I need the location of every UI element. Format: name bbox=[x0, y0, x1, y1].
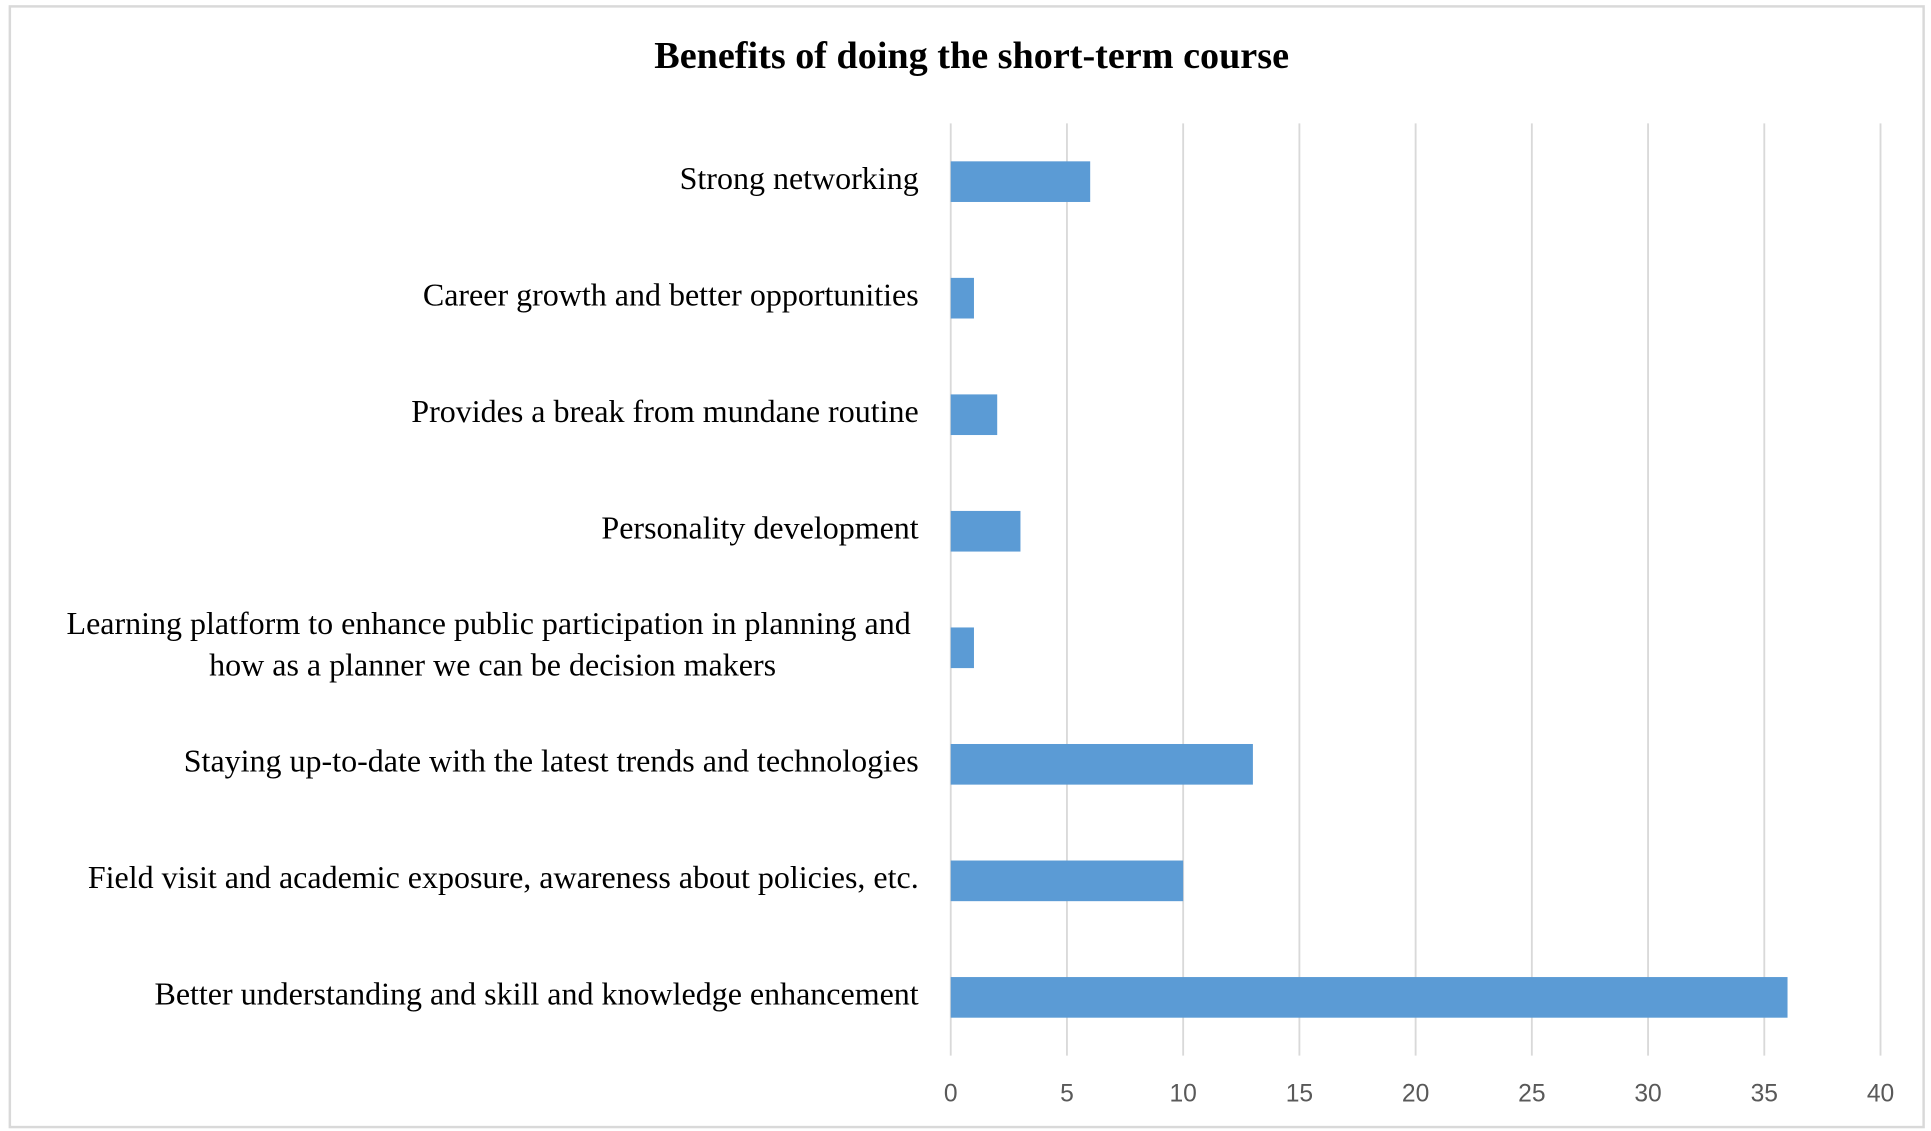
x-tick-label: 15 bbox=[1286, 1081, 1313, 1108]
bar bbox=[950, 627, 974, 669]
chart-title: Benefits of doing the short-term course bbox=[654, 35, 1289, 77]
x-tick-label: 35 bbox=[1751, 1081, 1778, 1108]
y-tick-label: Strong networking bbox=[680, 160, 919, 196]
x-tick-label: 30 bbox=[1634, 1081, 1661, 1108]
y-tick-label: Field visit and academic exposure, aware… bbox=[88, 859, 919, 895]
bar bbox=[950, 743, 1253, 785]
x-tick-label: 0 bbox=[944, 1081, 958, 1108]
bar bbox=[950, 394, 998, 436]
y-tick-label: Provides a break from mundane routine bbox=[411, 393, 918, 429]
x-tick-label: 40 bbox=[1867, 1081, 1894, 1108]
x-tick-label: 25 bbox=[1518, 1081, 1545, 1108]
bar bbox=[950, 277, 974, 319]
y-tick-label: Learning platform to enhance public part… bbox=[67, 605, 919, 683]
y-tick-label: Better understanding and skill and knowl… bbox=[154, 976, 918, 1012]
bar bbox=[950, 977, 1788, 1018]
y-tick-label: Staying up-to-date with the latest trend… bbox=[184, 743, 919, 779]
x-tick-label: 5 bbox=[1060, 1081, 1074, 1108]
x-tick-label: 20 bbox=[1402, 1081, 1429, 1108]
bar bbox=[950, 161, 1091, 202]
y-tick-label: Career growth and better opportunities bbox=[423, 277, 919, 313]
y-tick-label: Personality development bbox=[601, 510, 918, 546]
x-tick-label: 10 bbox=[1169, 1081, 1196, 1108]
bar bbox=[950, 510, 1021, 552]
bar bbox=[950, 860, 1184, 902]
